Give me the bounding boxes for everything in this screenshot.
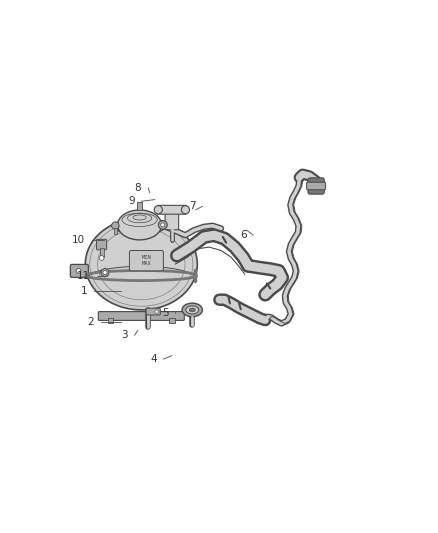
Ellipse shape	[117, 210, 162, 240]
Ellipse shape	[182, 303, 202, 317]
Text: 9: 9	[128, 196, 134, 206]
FancyBboxPatch shape	[165, 207, 179, 230]
Circle shape	[103, 271, 107, 274]
Circle shape	[76, 269, 81, 273]
Bar	[114, 228, 117, 234]
Circle shape	[112, 222, 119, 229]
FancyBboxPatch shape	[71, 264, 88, 277]
FancyBboxPatch shape	[146, 308, 160, 315]
Bar	[108, 318, 113, 324]
Text: 7: 7	[189, 201, 196, 212]
Ellipse shape	[115, 223, 164, 234]
Circle shape	[159, 221, 167, 229]
Ellipse shape	[145, 309, 151, 311]
Text: 11: 11	[77, 271, 90, 281]
Text: 10: 10	[72, 235, 85, 245]
Circle shape	[155, 310, 158, 313]
Text: 8: 8	[134, 183, 141, 193]
Ellipse shape	[189, 308, 195, 312]
Text: 1: 1	[80, 286, 87, 296]
Ellipse shape	[186, 306, 199, 314]
FancyBboxPatch shape	[130, 251, 163, 271]
FancyBboxPatch shape	[157, 205, 187, 214]
Text: 4: 4	[150, 354, 156, 364]
Text: MIN: MIN	[141, 255, 151, 261]
Text: MAX: MAX	[141, 261, 151, 266]
Text: 6: 6	[240, 230, 247, 240]
Bar	[170, 318, 175, 324]
Circle shape	[161, 223, 165, 227]
Text: 2: 2	[87, 317, 94, 327]
Circle shape	[154, 206, 162, 214]
Text: 3: 3	[121, 330, 128, 341]
Circle shape	[99, 256, 104, 260]
FancyBboxPatch shape	[96, 239, 107, 250]
Ellipse shape	[85, 218, 197, 310]
FancyBboxPatch shape	[98, 312, 184, 320]
Text: 5: 5	[162, 308, 169, 318]
Bar	[137, 202, 142, 209]
FancyBboxPatch shape	[307, 182, 325, 190]
Polygon shape	[101, 268, 109, 277]
Bar	[99, 248, 104, 256]
FancyBboxPatch shape	[308, 178, 324, 194]
Circle shape	[181, 206, 190, 214]
